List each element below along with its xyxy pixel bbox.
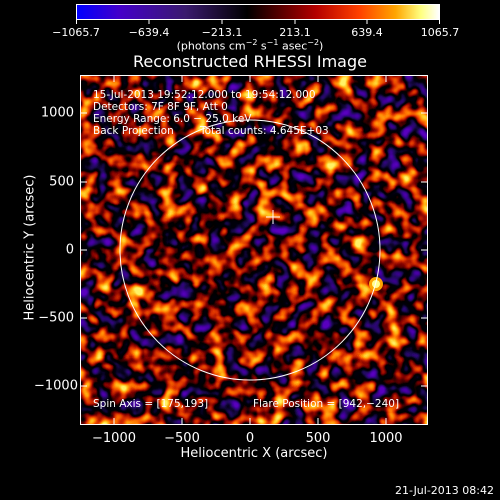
colorbar-tick-label: −639.4	[128, 26, 170, 39]
x-tick-label: −1000	[92, 431, 136, 446]
flare-position-text: Flare Position = [942,−240]	[253, 398, 400, 410]
energy-range-text: Energy Range: 6.0 − 25.0 keV	[93, 113, 252, 125]
colorbar-tick-label: −213.1	[201, 26, 243, 39]
colorbar-tick-label: 639.4	[351, 26, 383, 39]
colorbar-units: (photons cm−2 s−1 asec−2)	[176, 38, 324, 53]
y-axis-title: Heliocentric Y (arcsec)	[22, 174, 38, 321]
colorbar-tick-label: 213.1	[279, 26, 311, 39]
y-tick-label: 500	[49, 174, 74, 190]
colorbar-tick-label: −1065.7	[52, 26, 100, 39]
total-counts-text: Total counts: 4.645E+03	[200, 125, 329, 137]
x-tick-label: −500	[164, 431, 200, 446]
y-tick-label: 1000	[40, 105, 74, 121]
spin-axis-text: Spin Axis = [175,193]	[93, 398, 209, 410]
colorbar-tick-label: 1065.7	[420, 26, 460, 39]
heatmap-image	[80, 75, 428, 425]
x-tick-label: 0	[245, 431, 255, 446]
time-range-text: 15-Jul-2013 19:52:12.000 to 19:54:12.000	[93, 89, 316, 101]
colorbar-ticks	[76, 20, 440, 24]
y-tick-label: −500	[38, 310, 74, 326]
colorbar	[76, 4, 440, 20]
footer-date: 21-Jul-2013 08:42	[394, 484, 494, 497]
x-tick-label: 500	[305, 431, 331, 446]
x-axis-title: Heliocentric X (arcsec)	[180, 446, 328, 461]
sun-center-cross	[266, 210, 280, 224]
plot-title: Reconstructed RHESSI Image	[133, 52, 367, 71]
solar-limb-circle	[119, 119, 381, 381]
y-tick-label: 0	[65, 242, 74, 258]
y-tick-label: −1000	[34, 378, 78, 394]
method-text: Back Projection	[93, 125, 174, 137]
detectors-text: Detectors: 7F 8F 9F, Att 0	[93, 101, 228, 113]
x-tick-label: 1000	[369, 431, 403, 446]
